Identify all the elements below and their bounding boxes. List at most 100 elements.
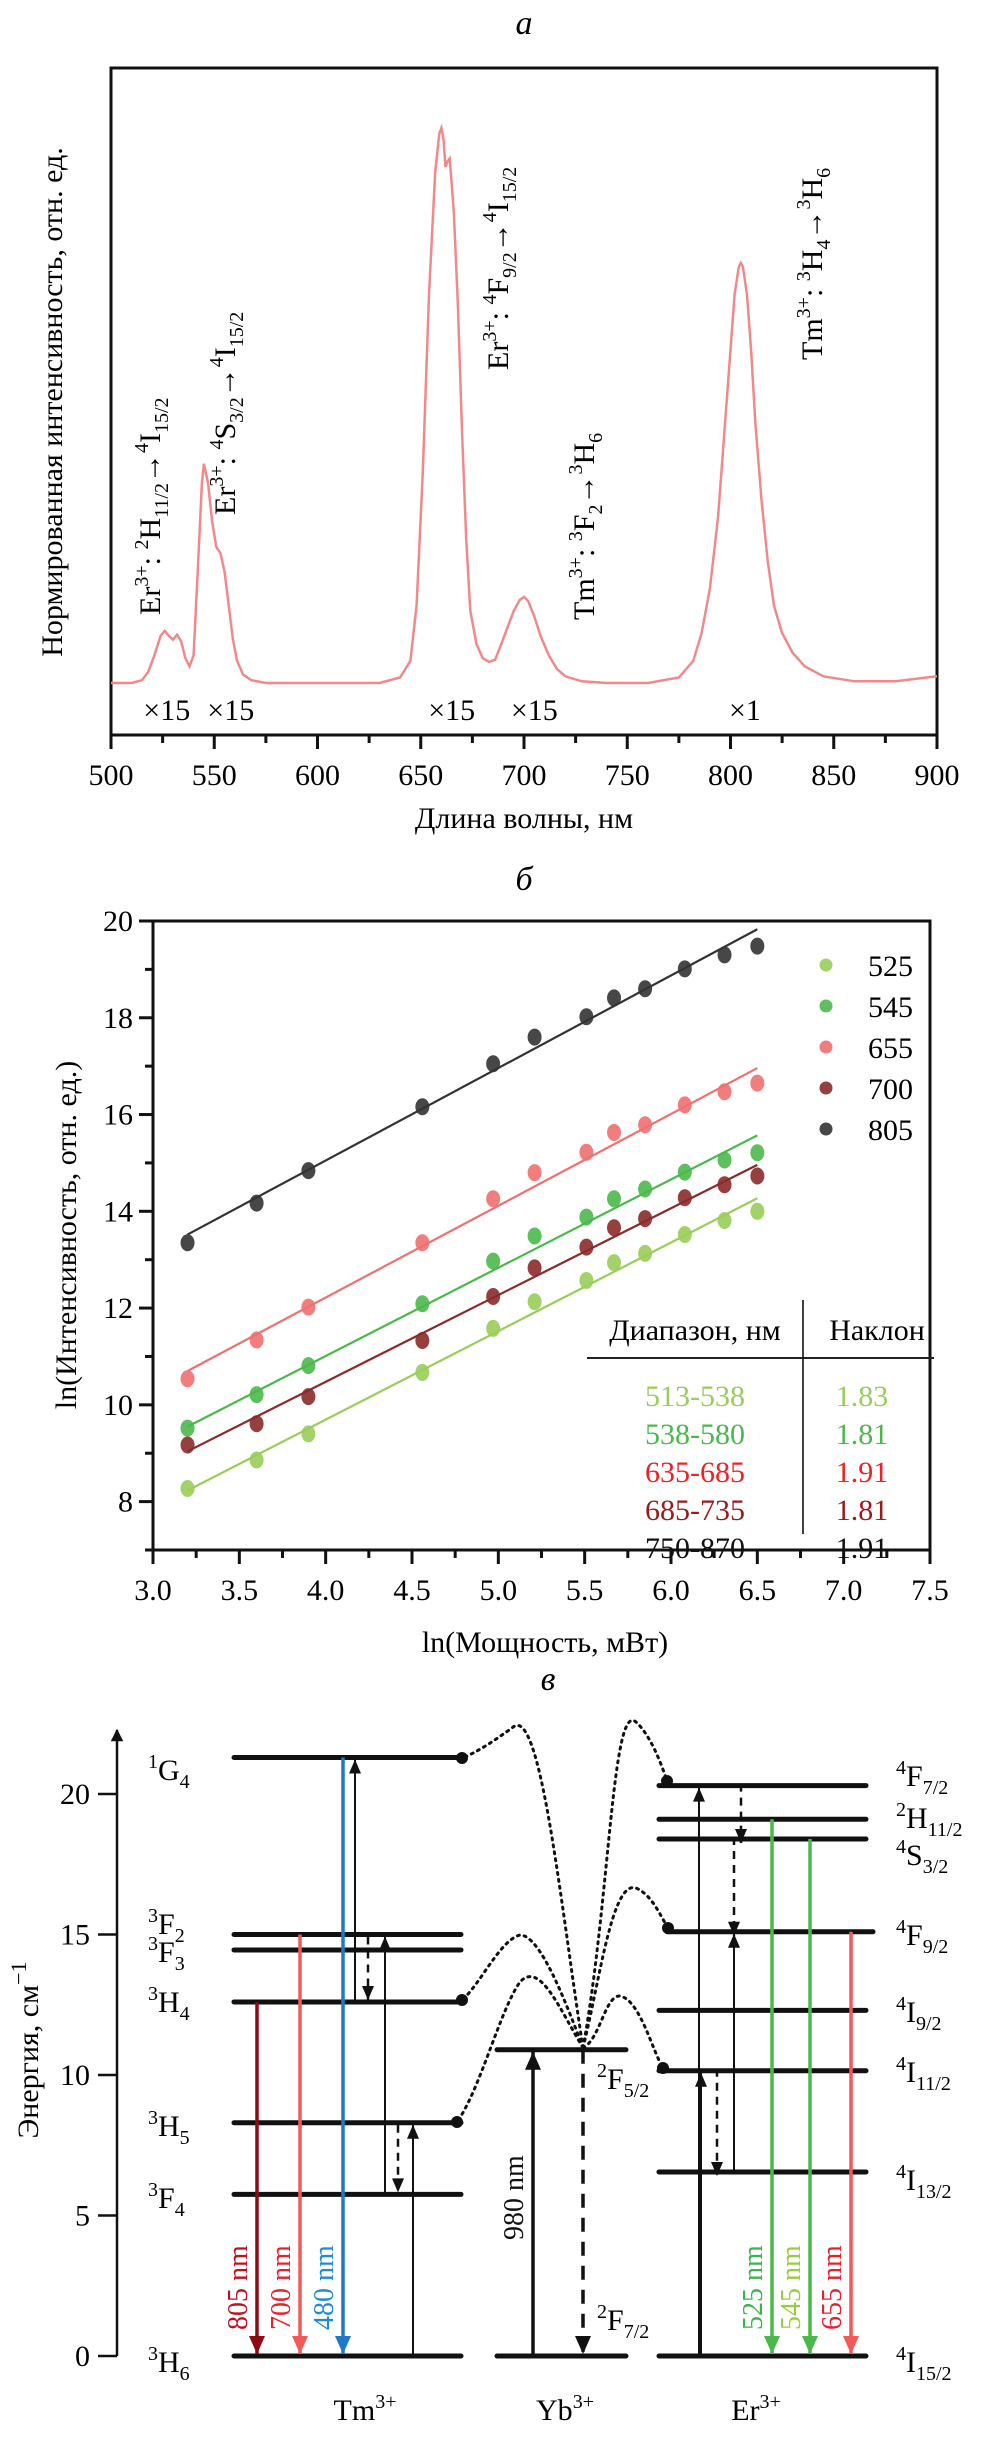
emission-arrow-525nm-head [764,2336,780,2354]
data-point-700 [301,1388,316,1406]
y-tick-label: 15 [60,1919,90,1952]
data-point-525 [579,1271,594,1289]
panel-a-x-axis-title: Длина волны, нм [415,802,633,835]
data-point-525 [607,1254,622,1272]
data-point-545 [486,1252,501,1270]
table-cell-slope: 1.83 [836,1380,889,1413]
legend-marker-805 [819,1122,833,1136]
level-label-4S3/2: 4S3/2 [896,1836,948,1878]
data-point-805 [677,960,692,978]
fit-line-545 [187,1134,758,1428]
er-relax-4i11-4i13-head [711,2161,723,2176]
x-tick-label: 800 [708,759,753,792]
data-point-545 [415,1295,430,1313]
x-tick-label: 5.0 [480,1574,518,1607]
y-tick-label: 20 [103,905,133,938]
level-label-4I11/2: 4I11/2 [896,2053,951,2095]
annotation-er-2h11: Er3+: 2H11/2→4I15/2 [131,397,173,615]
table-cell-slope: 1.81 [836,1418,889,1451]
data-point-525 [180,1480,195,1498]
annotation-tm-3h4: Tm3+: 3H4→3H6 [793,168,835,360]
legend-label-655: 655 [868,1032,913,1065]
level-label-3F3: 3F3 [148,1933,185,1975]
multiplier-label: ×15 [207,694,254,727]
panel-a-annotations: Er3+: 2H11/2→4I15/2 Er3+: 4S3/2→4I15/2 Er3… [131,167,835,620]
data-point-655 [415,1234,430,1252]
panel-b-fit-lines [187,928,758,1492]
legend-marker-545 [819,999,833,1013]
data-point-805 [301,1162,316,1180]
data-point-700 [415,1331,430,1349]
table-cell-range: 750-870 [645,1532,745,1565]
data-point-655 [607,1123,622,1141]
data-point-545 [579,1208,594,1226]
energy-transfer-curves [451,1718,674,2128]
data-point-545 [607,1190,622,1208]
x-tick-label: 6.0 [652,1574,690,1607]
table-header-slope: Наклон [829,1314,925,1347]
data-point-525 [638,1244,653,1262]
panel-b-legend: 525 545 655 700 805 [819,950,913,1147]
transfer-to-1g4 [460,1723,585,2050]
level-label-4I13/2: 4I13/2 [896,2161,952,2203]
table-cell-slope: 1.81 [836,1494,889,1527]
data-point-525 [717,1212,732,1230]
data-point-655 [638,1116,653,1134]
annotation-tm-3f2: Tm3+: 3F2→3H6 [565,433,607,620]
data-point-700 [180,1436,195,1454]
slope-table: Диапазон, нм Наклон 513-538 1.83 538-580 1.81… [587,1300,934,1565]
table-header-range: Диапазон, нм [609,1314,781,1347]
x-tick-label: 500 [89,759,134,792]
data-point-545 [677,1163,692,1181]
data-point-700 [249,1415,264,1433]
level-label-1G4: 1G4 [148,1751,190,1793]
level-label-2H11/2: 2H11/2 [896,1799,963,1841]
table-cell-range: 513-538 [645,1380,745,1413]
fit-line-655 [187,1067,758,1372]
emission-arrow-545nm-head [802,2336,818,2354]
x-tick-label: 600 [295,759,340,792]
data-point-700 [677,1189,692,1207]
y-tick-label: 5 [75,2200,90,2233]
data-point-805 [717,946,732,964]
level-label-4I15/2: 4I15/2 [896,2343,952,2385]
legend-marker-700 [819,1081,833,1095]
x-tick-label: 5.5 [566,1574,604,1607]
emission-arrow-655nm-head [843,2336,859,2354]
x-tick-label: 650 [398,759,443,792]
er-up-ground-4i11-head [695,2072,707,2087]
x-tick-label: 750 [605,759,650,792]
ion-label-Er: Er3+ [731,2391,781,2427]
er-up-4i13-4f92-head [728,1933,740,1948]
tm-up-3h4-1g4-head [349,1759,361,1774]
data-point-700 [717,1176,732,1194]
er-up-ground-4f72-head [693,1787,705,1802]
yb-relax-arrow-head [575,2336,591,2354]
data-point-805 [527,1028,542,1046]
panel-a-y-axis-title: Нормированная интенсивность, отн. ед. [36,147,69,657]
panel-a-multipliers: ×15 ×15 ×15 ×15 ×1 [143,694,761,727]
data-point-525 [301,1425,316,1443]
er-relax-4f72-4s32-head [735,1828,747,1843]
level-label-4F7/2: 4F7/2 [896,1757,948,1799]
fit-line-805 [187,928,758,1236]
emission-label: 480 nm [309,2245,340,2330]
spectrum-line [111,123,938,685]
data-point-700 [486,1287,501,1305]
panel-a-title: а [516,5,533,42]
data-point-655 [677,1096,692,1114]
data-point-655 [750,1074,765,1092]
annotation-er-4s32: Er3+: 4S3/2→4I15/2 [206,312,248,515]
tm-up-3f4-3f2-head [379,1936,391,1951]
excitation-label: 980 nm [499,2155,530,2240]
data-point-525 [486,1319,501,1337]
panel-b-x-axis-title: ln(Мощность, мВт) [422,1626,668,1659]
yb-excitation-arrow-head [525,2051,541,2070]
x-tick-label: 3.0 [134,1574,172,1607]
table-cell-range: 635-685 [645,1456,745,1489]
data-point-525 [249,1451,264,1469]
data-point-545 [249,1386,264,1404]
x-tick-label: 850 [811,759,856,792]
data-point-700 [579,1238,594,1256]
